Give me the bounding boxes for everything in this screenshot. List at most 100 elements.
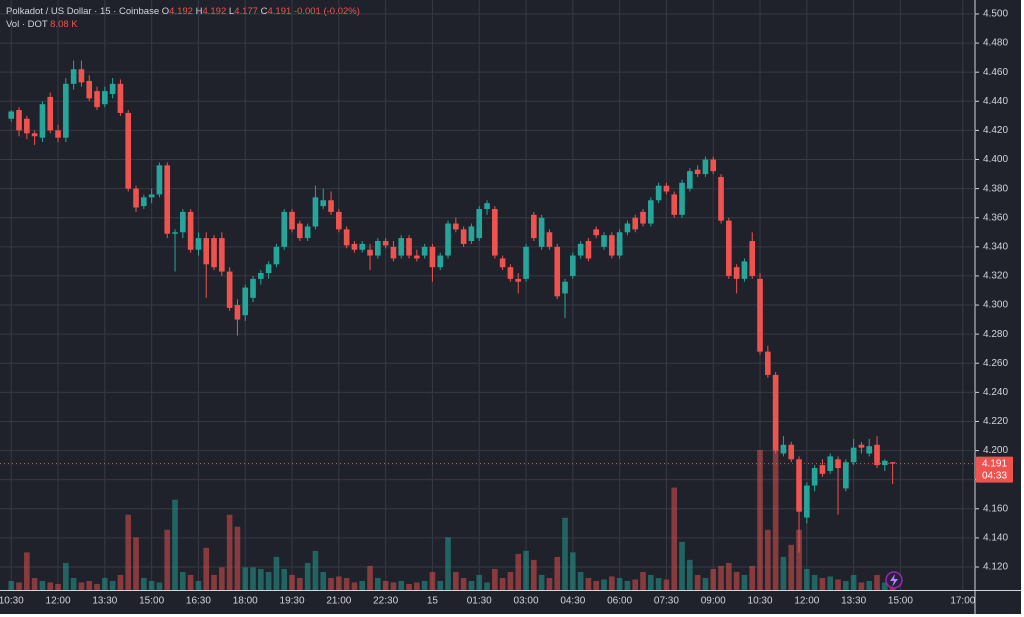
volume-bar xyxy=(882,582,888,590)
volume-bar xyxy=(414,582,420,590)
volume-bar xyxy=(375,577,381,590)
volume-bar xyxy=(538,574,545,590)
candle-body xyxy=(788,444,795,460)
candle-body xyxy=(663,185,670,192)
y-tick-label: 4.120 xyxy=(983,562,1008,573)
candle-body xyxy=(39,104,46,138)
candle-body xyxy=(850,447,857,463)
candle-body xyxy=(889,462,896,464)
volume-bar xyxy=(55,583,61,590)
y-tick-label: 4.320 xyxy=(983,271,1008,282)
volume-bar xyxy=(265,571,272,590)
volume-bar xyxy=(133,537,139,590)
candle-body xyxy=(757,278,763,352)
volume-bar xyxy=(102,577,108,590)
volume-row: Vol · DOT 8.08 K xyxy=(6,18,360,31)
candle-body xyxy=(601,235,607,247)
candle-body xyxy=(882,460,888,466)
volume-bar xyxy=(484,582,490,590)
candle-body xyxy=(866,446,873,454)
volume-bar xyxy=(398,580,405,590)
volume-bar xyxy=(172,499,178,590)
candle-body xyxy=(164,165,171,234)
candle-body xyxy=(445,223,451,256)
candle-body xyxy=(476,208,483,239)
volume-bar xyxy=(328,577,334,590)
ohlc-value: 4.192 xyxy=(202,6,227,17)
candle-body xyxy=(437,255,444,268)
x-tick-label: 09:00 xyxy=(701,596,726,607)
volume-bar xyxy=(156,582,163,590)
y-tick-label: 4.220 xyxy=(983,416,1008,427)
volume-bar xyxy=(382,580,389,590)
y-tick-label: 4.260 xyxy=(983,358,1008,369)
volume-bar xyxy=(460,577,467,590)
volume-bar xyxy=(843,580,849,590)
x-tick-label: 07:30 xyxy=(654,596,679,607)
y-tick-label: 4.440 xyxy=(983,96,1008,107)
symbol-row: Polkadot / US Dollar · 15 · Coinbase O4.… xyxy=(6,5,360,18)
candle-body xyxy=(102,91,108,105)
candle-body xyxy=(562,281,568,294)
ohlc-label: C xyxy=(260,6,268,17)
volume-bar xyxy=(78,582,85,590)
volume-bar xyxy=(312,550,319,590)
volume-bar xyxy=(211,574,217,590)
countdown-label: 04:33 xyxy=(982,470,1007,481)
volume-bar xyxy=(281,568,288,590)
candle-body xyxy=(211,238,217,268)
volume-bar xyxy=(336,576,342,590)
volume-bar xyxy=(796,529,802,590)
y-tick-label: 4.280 xyxy=(983,329,1008,340)
candle-body xyxy=(195,238,202,250)
candle-body xyxy=(406,238,412,256)
volume-bar xyxy=(679,541,685,590)
volume-bar xyxy=(242,567,249,590)
candle-body xyxy=(655,185,662,201)
x-tick-label: 04:30 xyxy=(560,596,585,607)
y-tick-label: 4.400 xyxy=(983,154,1008,165)
volume-bar xyxy=(866,580,873,590)
candle-body xyxy=(24,118,30,134)
volume-bar xyxy=(390,582,397,590)
volume-bar xyxy=(749,565,756,590)
candle-body xyxy=(289,211,295,230)
volume-bar xyxy=(359,580,366,590)
candle-body xyxy=(726,220,732,276)
volume-bar xyxy=(546,577,553,590)
x-tick-label: 12:00 xyxy=(46,596,71,607)
candle-body xyxy=(297,223,303,239)
volume-bar xyxy=(741,574,748,590)
y-tick-label: 4.500 xyxy=(983,9,1008,20)
candle-body xyxy=(250,278,256,298)
volume-bar xyxy=(141,577,147,590)
candle-body xyxy=(780,444,787,454)
icon-bolt xyxy=(890,574,898,587)
candle-body xyxy=(570,255,576,276)
volume-bar xyxy=(788,544,795,590)
volume-bar xyxy=(819,577,826,590)
candle-body xyxy=(796,459,802,512)
x-tick-label: 19:30 xyxy=(280,596,305,607)
volume-bar xyxy=(297,577,303,590)
volume-bar xyxy=(694,574,701,590)
candle-body xyxy=(328,200,334,212)
x-tick-label: 18:00 xyxy=(233,596,258,607)
lightning-icon[interactable] xyxy=(885,571,903,589)
candle-body xyxy=(546,232,553,247)
x-tick-label: 10:30 xyxy=(0,596,24,607)
volume-bar xyxy=(562,517,568,590)
candle-body xyxy=(70,69,77,84)
volume-bar xyxy=(554,556,561,590)
volume-bar xyxy=(273,556,280,590)
candle-body xyxy=(31,133,38,137)
volume-bar xyxy=(655,577,662,590)
volume-bar xyxy=(710,568,717,590)
candle-body xyxy=(710,159,717,172)
volume-bar xyxy=(640,571,646,590)
volume-bar xyxy=(421,580,428,590)
volume-bar xyxy=(702,577,709,590)
candle-body xyxy=(804,485,810,518)
